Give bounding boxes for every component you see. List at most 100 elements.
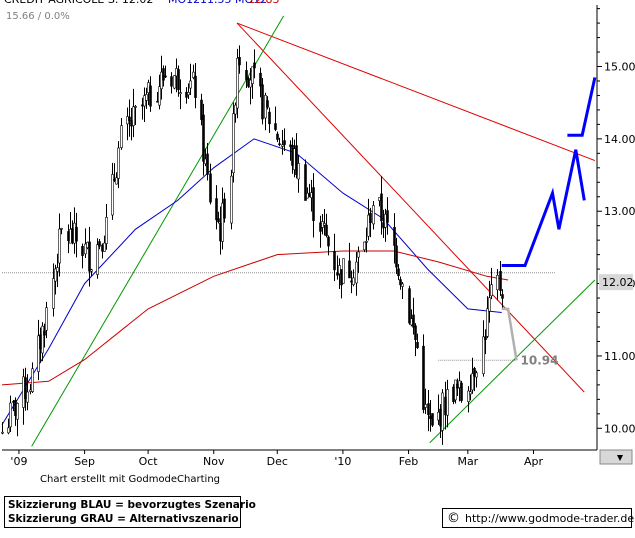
candle-body <box>221 202 224 242</box>
candle-body <box>88 241 91 272</box>
candle-body <box>69 229 72 244</box>
candle <box>221 187 224 250</box>
candle-body <box>238 57 241 66</box>
candle <box>56 253 59 288</box>
candle-body <box>266 100 269 108</box>
candle-body <box>297 163 300 180</box>
candle <box>393 213 396 264</box>
candle <box>173 74 176 90</box>
website-url[interactable]: http://www.godmode-trader.de <box>465 511 635 525</box>
candle <box>424 388 427 414</box>
candle <box>454 379 457 404</box>
candle <box>333 233 336 282</box>
candle <box>397 264 400 281</box>
candle <box>295 133 298 179</box>
candle-body <box>369 212 372 223</box>
website-link[interactable]: © http://www.godmode-trader.de <box>442 508 635 528</box>
candle-body <box>156 100 159 103</box>
candle <box>422 334 425 414</box>
x-tick-label: '10 <box>334 455 351 468</box>
resistance-trendline <box>236 22 596 162</box>
candle <box>348 242 351 279</box>
candle <box>200 93 203 126</box>
candle <box>304 159 307 201</box>
candle <box>143 87 146 123</box>
candle <box>52 263 55 317</box>
candle <box>416 333 419 349</box>
candle-body <box>173 75 176 89</box>
candle-body <box>414 325 417 340</box>
candle <box>501 289 504 311</box>
candle <box>60 227 63 235</box>
chart-title: CREDIT AGRICOLE S. 12.02 <box>4 0 153 6</box>
candle-body <box>490 284 493 297</box>
candle-body <box>209 173 212 203</box>
candle-body <box>73 222 76 244</box>
candle-body <box>96 244 99 275</box>
candle <box>251 66 254 99</box>
candle-body <box>499 271 502 291</box>
candle <box>327 235 330 256</box>
candle-body <box>501 294 504 299</box>
candle <box>372 201 375 230</box>
y-tick-label: 10.00 <box>604 422 635 435</box>
candle-body <box>175 68 178 77</box>
candle <box>7 418 10 435</box>
candle-body <box>304 164 307 201</box>
candle-body <box>223 198 226 219</box>
price-candles <box>1 45 504 445</box>
candle-body <box>247 78 250 87</box>
candle-body <box>469 391 472 395</box>
candle-body <box>189 80 192 89</box>
moving-average-line <box>1 250 509 386</box>
candle <box>297 155 300 193</box>
candle <box>96 238 99 279</box>
candle <box>192 64 195 80</box>
candle <box>467 386 470 413</box>
candle <box>473 366 476 392</box>
candle <box>84 228 87 259</box>
candle-body <box>113 178 116 181</box>
candle-body <box>75 226 78 242</box>
candle-body <box>45 307 48 331</box>
candle-body <box>363 241 366 251</box>
candle-body <box>397 268 400 277</box>
candle <box>499 261 502 296</box>
candle <box>202 103 205 176</box>
candle-body <box>283 140 286 145</box>
preferred-scenario-path <box>567 77 597 137</box>
candle-body <box>312 187 315 221</box>
candle-body <box>234 104 237 115</box>
candle <box>194 63 197 109</box>
candle <box>247 76 250 88</box>
candle-body <box>31 368 34 392</box>
candle <box>357 246 360 274</box>
support-trendline <box>429 279 596 444</box>
candle-body <box>278 143 281 146</box>
candle-body <box>162 68 165 81</box>
candle-body <box>179 92 182 95</box>
candle <box>90 268 93 277</box>
candle-body <box>86 242 89 248</box>
moving-average-line <box>1 138 502 425</box>
candle-body <box>357 251 360 258</box>
candle <box>132 88 135 138</box>
candle-body <box>164 75 167 78</box>
candle-body <box>236 57 239 109</box>
candle <box>469 374 472 401</box>
candle-body <box>295 145 298 175</box>
candle <box>414 323 417 357</box>
candle <box>223 192 226 223</box>
candle-body <box>115 177 118 185</box>
candle-body <box>160 71 163 90</box>
candle-body <box>103 242 106 252</box>
candle-body <box>488 297 491 312</box>
candle <box>145 87 148 109</box>
candle-body <box>200 99 203 120</box>
candle-body <box>90 269 93 272</box>
candle-body <box>215 198 218 221</box>
candle <box>395 237 398 275</box>
candle-body <box>333 251 336 271</box>
